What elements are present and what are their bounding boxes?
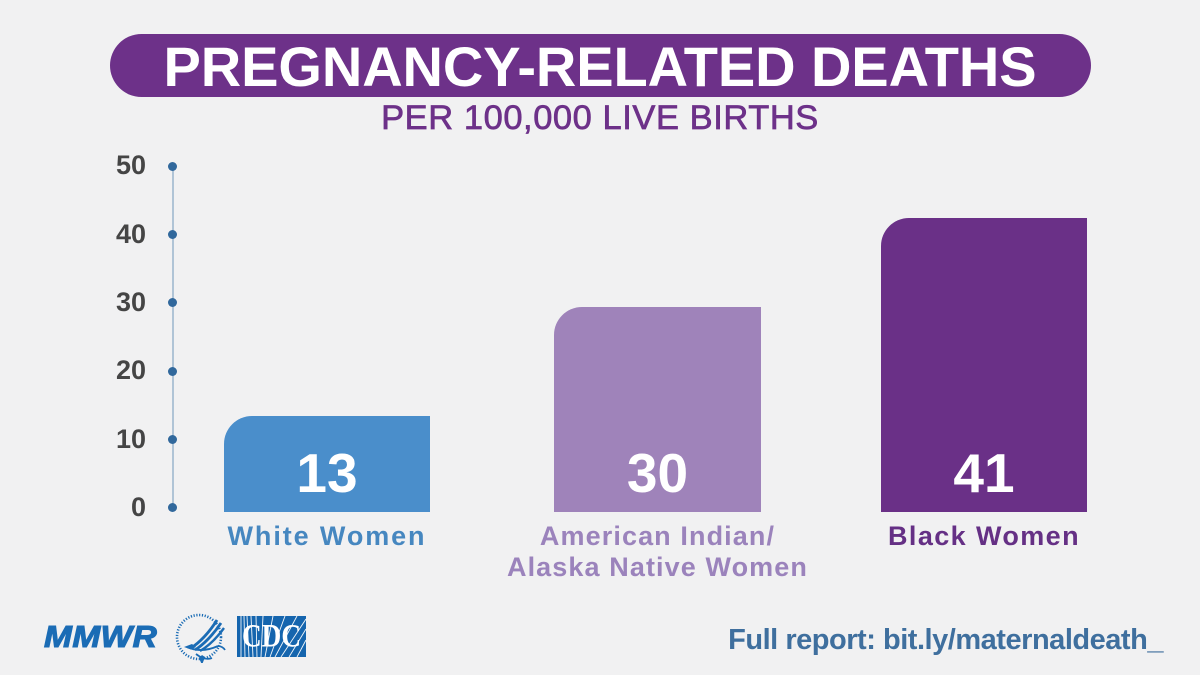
svg-text:CDC: CDC [242, 619, 301, 655]
